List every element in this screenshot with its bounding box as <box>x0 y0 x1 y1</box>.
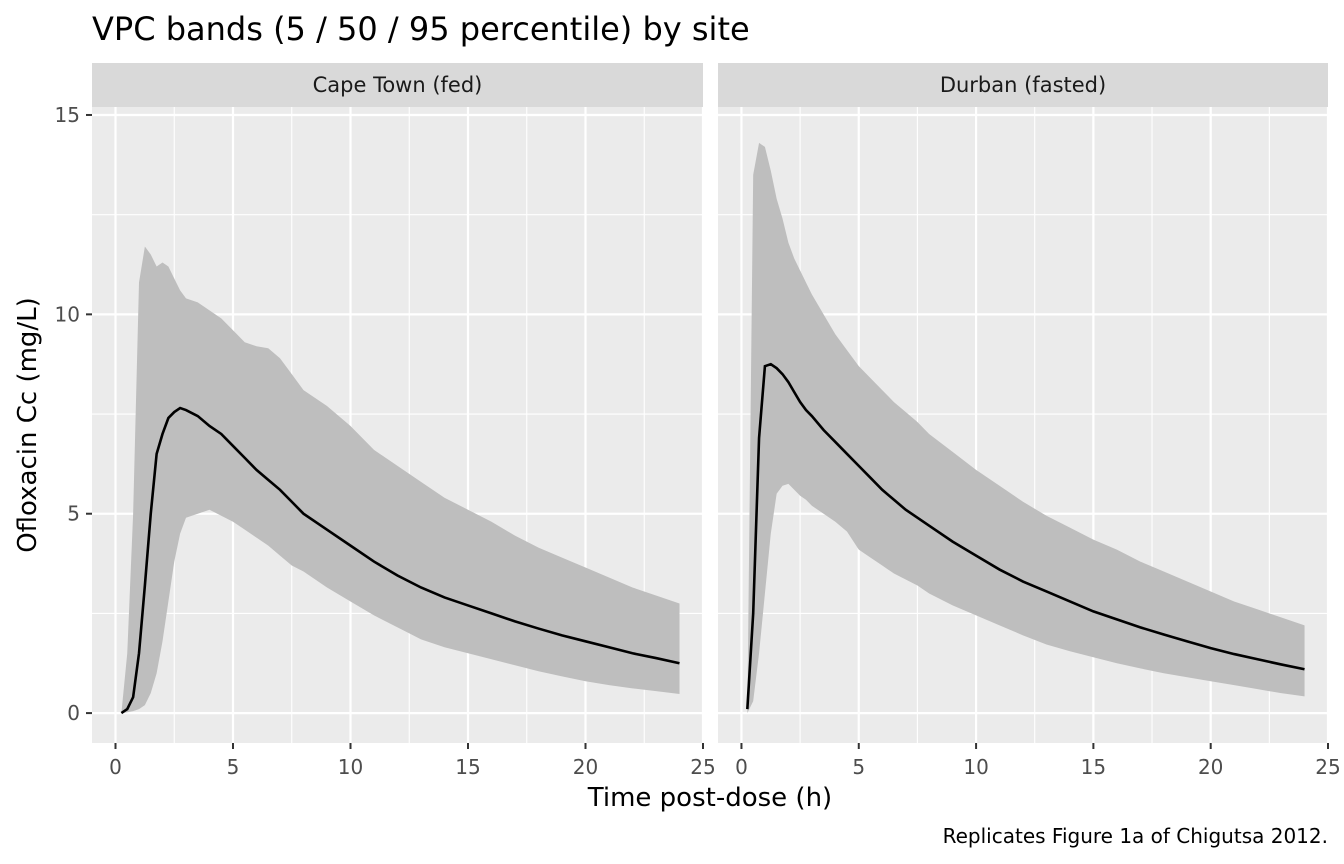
facet-panel-durban: Durban (fasted) <box>718 63 1330 743</box>
facet-strip <box>718 63 1328 107</box>
x-tick-label: 0 <box>109 755 122 779</box>
caption: Replicates Figure 1a of Chigutsa 2012. <box>943 824 1328 848</box>
x-tick-label: 25 <box>1315 755 1340 779</box>
x-tick-label: 15 <box>455 755 480 779</box>
y-axis-title: Ofloxacin Cc (mg/L) <box>13 297 43 553</box>
facet-strip-label: Cape Town (fed) <box>313 73 483 97</box>
x-axis-cape-town: 0 5 10 15 20 25 <box>109 743 716 779</box>
x-tick-label: 20 <box>1198 755 1223 779</box>
y-tick-label: 15 <box>55 103 80 127</box>
gridlines <box>92 107 705 743</box>
y-tick-label: 0 <box>67 701 80 725</box>
x-tick-label: 20 <box>573 755 598 779</box>
x-tick-label: 15 <box>1081 755 1106 779</box>
facet-panel-cape-town: Cape Town (fed) <box>92 63 705 743</box>
x-tick-label: 0 <box>735 755 748 779</box>
percentile-band-5-95 <box>121 246 680 714</box>
x-axis-title: Time post-dose (h) <box>587 783 832 813</box>
y-tick-label: 5 <box>67 502 80 526</box>
x-tick-label: 10 <box>338 755 363 779</box>
median-line <box>120 406 680 715</box>
x-tick-label: 25 <box>690 755 715 779</box>
x-axis-durban: 0 5 10 15 20 25 <box>735 743 1341 779</box>
median-line <box>746 362 1305 710</box>
y-tick-label: 10 <box>55 302 80 326</box>
x-tick-label: 10 <box>963 755 988 779</box>
facet-strip <box>92 63 703 107</box>
x-tick-label: 5 <box>227 755 240 779</box>
chart-title: VPC bands (5 / 50 / 95 percentile) by si… <box>92 10 750 48</box>
x-tick-label: 5 <box>852 755 865 779</box>
facet-strip-label: Durban (fasted) <box>940 73 1106 97</box>
y-axis: 0 5 10 15 <box>55 103 92 725</box>
